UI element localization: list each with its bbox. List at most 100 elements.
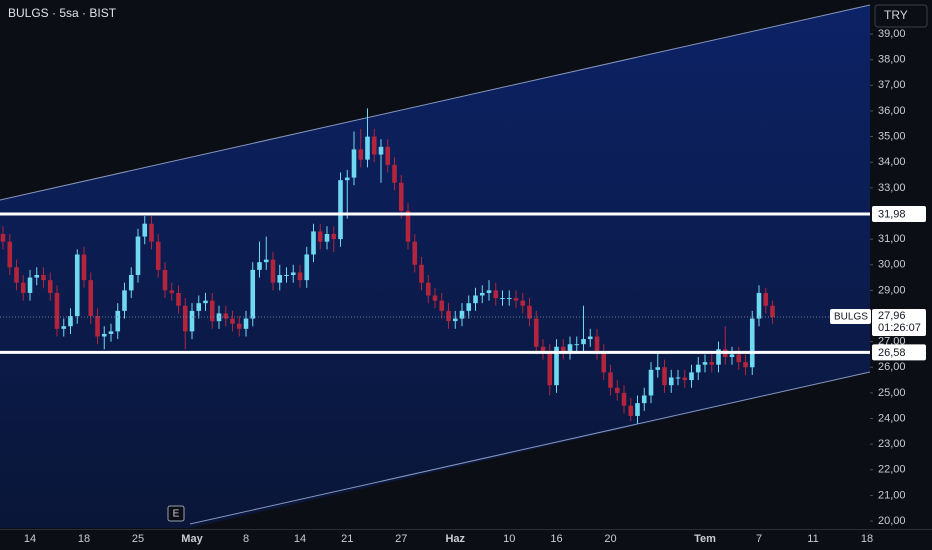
candle-body	[14, 267, 19, 283]
candle-body	[520, 300, 526, 306]
x-tick-label: 18	[78, 533, 90, 545]
candle-body	[236, 323, 242, 329]
price-label: 27,96	[878, 310, 906, 322]
candle-body	[486, 290, 492, 293]
candle-body	[574, 344, 580, 346]
candle-body	[763, 292, 769, 306]
event-label[interactable]: E	[173, 509, 180, 520]
candle-body	[452, 318, 458, 322]
candle-body	[135, 236, 141, 275]
candle-body	[689, 372, 694, 381]
candle-body	[614, 387, 620, 393]
symbol-box	[830, 309, 871, 325]
event-marker[interactable]	[167, 505, 185, 522]
y-tick-label: 29,00	[878, 284, 906, 296]
candle-body	[263, 259, 269, 263]
y-tick-label: 23,00	[878, 438, 906, 450]
candle-body	[473, 295, 478, 304]
candle-body	[655, 367, 661, 370]
candle-body	[743, 362, 748, 368]
x-tick-label: 27	[395, 533, 407, 545]
candle-body	[540, 346, 546, 352]
y-tick-label: 35,00	[878, 131, 906, 143]
candle-body	[385, 146, 391, 165]
x-tick-label: 14	[294, 533, 306, 545]
x-tick-label: Haz	[445, 533, 465, 545]
candle-body	[331, 233, 337, 240]
currency-label[interactable]: TRY	[884, 8, 908, 22]
y-tick-label: 22,00	[878, 464, 906, 476]
x-tick-label: 7	[756, 533, 762, 545]
y-tick-label: 30,00	[878, 259, 906, 271]
candle-body	[729, 354, 735, 358]
candle-body	[560, 346, 566, 352]
candle-body	[493, 290, 499, 299]
candle-body	[702, 362, 708, 365]
candle-body	[736, 354, 742, 363]
candle-body	[527, 305, 532, 319]
candle-body	[209, 300, 215, 322]
candle-body	[392, 164, 397, 183]
candle-body	[68, 316, 73, 327]
candle-body	[432, 295, 438, 301]
candle-body	[162, 269, 168, 291]
y-tick-label: 24,00	[878, 412, 906, 424]
candle-body	[344, 177, 350, 181]
candle-body	[513, 298, 519, 301]
currency-button[interactable]	[874, 4, 928, 28]
candle-body	[297, 272, 303, 281]
candle-body	[405, 210, 411, 242]
y-tick-label: 25,00	[878, 387, 906, 399]
candle-body	[668, 377, 674, 386]
candle-body	[419, 264, 424, 283]
candle-body	[682, 377, 688, 381]
candle-body	[122, 290, 127, 311]
channel-lower	[189, 371, 871, 525]
x-tick-label: 16	[550, 533, 562, 545]
y-tick-label: 31,00	[878, 233, 906, 245]
x-tick-label: 21	[341, 533, 353, 545]
candle-body	[284, 274, 289, 276]
candle-body	[128, 274, 134, 291]
plot-area	[0, 4, 871, 528]
candle-body	[608, 372, 613, 388]
candle-body	[479, 292, 485, 296]
x-tick-label: May	[181, 533, 203, 545]
candle-body	[182, 305, 188, 332]
candle-body	[0, 233, 6, 242]
candle-body	[189, 310, 195, 332]
candle-body	[108, 331, 114, 334]
candle-body	[695, 364, 701, 373]
candle-body	[635, 403, 640, 416]
channel-upper	[0, 4, 871, 201]
candle-body	[547, 351, 553, 386]
candle-body	[756, 292, 762, 319]
countdown-label: 01:26:07	[878, 322, 921, 334]
candle-body	[250, 269, 256, 319]
y-tick-label: 37,00	[878, 79, 906, 91]
candle-body	[142, 223, 148, 237]
candle-body	[47, 280, 53, 293]
candle-body	[506, 298, 512, 300]
x-tick-label: 8	[243, 533, 249, 545]
candle-body	[365, 136, 370, 160]
candle-body	[601, 351, 607, 373]
candle-body	[20, 282, 26, 293]
candle-body	[662, 367, 667, 386]
candle-body	[81, 254, 87, 281]
symbol-title: BULGS · 5sa · BIST	[8, 6, 117, 20]
candle-body	[95, 316, 100, 337]
candle-body	[27, 277, 33, 293]
candle-body	[304, 254, 310, 281]
candle-body	[621, 392, 627, 406]
symbol-label: BULGS	[834, 312, 868, 323]
candle-body	[155, 241, 161, 270]
level-box	[872, 344, 926, 361]
candle-body	[317, 231, 323, 242]
candle-body	[770, 305, 775, 318]
x-tick-label: 18	[861, 533, 873, 545]
candle-body	[594, 336, 600, 352]
candle-body	[338, 180, 343, 240]
candle-body	[7, 241, 13, 268]
